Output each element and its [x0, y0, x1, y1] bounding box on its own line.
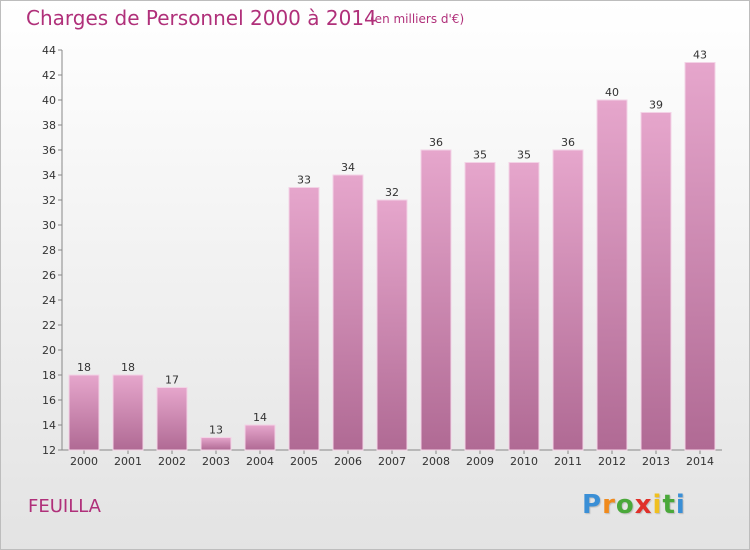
x-tick-label: 2006: [334, 455, 362, 468]
commune-name: FEUILLA: [28, 496, 101, 517]
x-tick-label: 2012: [598, 455, 626, 468]
bar: [156, 387, 188, 451]
y-tick-label: 22: [42, 319, 56, 332]
bar: [244, 424, 276, 451]
y-tick-label: 32: [42, 194, 56, 207]
proxiti-logo: Proxiti: [582, 490, 686, 520]
y-tick-label: 18: [42, 369, 56, 382]
y-tick-label: 26: [42, 269, 56, 282]
logo-letter: t: [662, 490, 676, 520]
y-tick-label: 28: [42, 244, 56, 257]
bar: [112, 374, 144, 451]
bar: [68, 374, 100, 451]
bar-value-label: 18: [121, 361, 135, 374]
logo-letter: i: [675, 490, 686, 520]
bar-value-label: 33: [297, 174, 311, 187]
bar-value-label: 36: [429, 136, 443, 149]
bar-value-label: 32: [385, 186, 399, 199]
logo-letter: x: [634, 490, 653, 520]
bar-value-label: 18: [77, 361, 91, 374]
x-tick-label: 2009: [466, 455, 494, 468]
x-tick-label: 2003: [202, 455, 230, 468]
logo-letter: P: [582, 490, 603, 520]
bar: [552, 149, 584, 451]
bar-value-label: 14: [253, 411, 267, 424]
bar: [420, 149, 452, 451]
x-tick-label: 2007: [378, 455, 406, 468]
chart-bars: [68, 62, 716, 451]
bar: [332, 174, 364, 451]
x-tick-label: 2002: [158, 455, 186, 468]
chart-title: Charges de Personnel 2000 à 2014: [26, 6, 377, 30]
bar-value-label: 13: [209, 424, 223, 437]
chart-subtitle: (en milliers d'€): [370, 12, 465, 26]
bar-value-label: 17: [165, 374, 179, 387]
y-tick-label: 24: [42, 294, 56, 307]
bar-value-label: 34: [341, 161, 355, 174]
bar: [596, 99, 628, 451]
bar-value-label: 43: [693, 49, 707, 62]
x-tick-label: 2008: [422, 455, 450, 468]
x-tick-label: 2014: [686, 455, 714, 468]
y-tick-label: 14: [42, 419, 56, 432]
chart-labels: 18 2000 18 2001 17 2002 13 2003 14 2004 33 2005 34 20…: [70, 49, 714, 469]
bar: [376, 199, 408, 451]
bar-value-label: 39: [649, 99, 663, 112]
y-tick-label: 16: [42, 394, 56, 407]
bar-value-label: 40: [605, 86, 619, 99]
y-tick-label: 38: [42, 119, 56, 132]
y-tick-label: 44: [42, 44, 56, 57]
bar: [464, 162, 496, 451]
bar-value-label: 35: [517, 149, 531, 162]
x-tick-label: 2004: [246, 455, 274, 468]
bar-value-label: 36: [561, 136, 575, 149]
bar: [200, 437, 232, 451]
y-tick-label: 42: [42, 69, 56, 82]
bar: [684, 62, 716, 451]
y-tick-label: 36: [42, 144, 56, 157]
y-tick-label: 20: [42, 344, 56, 357]
y-tick-label: 12: [42, 444, 56, 457]
y-tick-label: 30: [42, 219, 56, 232]
x-tick-label: 2011: [554, 455, 582, 468]
x-tick-label: 2001: [114, 455, 142, 468]
x-tick-label: 2013: [642, 455, 670, 468]
logo-letter: r: [602, 490, 616, 520]
x-tick-label: 2010: [510, 455, 538, 468]
bar: [288, 187, 320, 451]
y-tick-label: 34: [42, 169, 56, 182]
logo-letter: o: [615, 490, 635, 520]
x-tick-label: 2000: [70, 455, 98, 468]
bar-value-label: 35: [473, 149, 487, 162]
x-tick-label: 2005: [290, 455, 318, 468]
y-tick-label: 40: [42, 94, 56, 107]
logo-letter: i: [652, 490, 663, 520]
bar: [508, 162, 540, 451]
bar: [640, 112, 672, 451]
